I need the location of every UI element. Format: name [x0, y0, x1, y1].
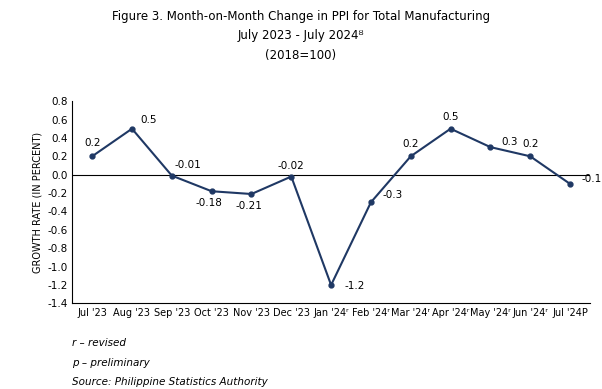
Text: p – preliminary: p – preliminary	[72, 358, 150, 368]
Y-axis label: GROWTH RATE (IN PERCENT): GROWTH RATE (IN PERCENT)	[33, 132, 43, 273]
Text: -0.21: -0.21	[235, 201, 262, 211]
Text: -0.3: -0.3	[382, 189, 402, 200]
Text: 0.5: 0.5	[442, 112, 459, 122]
Text: r – revised: r – revised	[72, 338, 126, 349]
Text: -0.18: -0.18	[196, 198, 222, 208]
Text: 0.2: 0.2	[403, 139, 419, 149]
Text: 0.3: 0.3	[501, 137, 518, 147]
Text: 0.5: 0.5	[140, 114, 157, 124]
Text: -0.02: -0.02	[278, 161, 305, 171]
Text: July 2023 - July 2024ᴽ: July 2023 - July 2024ᴽ	[238, 29, 364, 42]
Text: -1.2: -1.2	[345, 280, 365, 291]
Text: 0.2: 0.2	[522, 139, 538, 149]
Text: -0.01: -0.01	[175, 160, 201, 170]
Text: -0.1: -0.1	[581, 174, 601, 184]
Text: (2018=100): (2018=100)	[265, 49, 337, 61]
Text: 0.2: 0.2	[84, 138, 101, 148]
Text: Source: Philippine Statistics Authority: Source: Philippine Statistics Authority	[72, 377, 268, 387]
Text: Figure 3. Month-on-Month Change in PPI for Total Manufacturing: Figure 3. Month-on-Month Change in PPI f…	[112, 10, 490, 23]
